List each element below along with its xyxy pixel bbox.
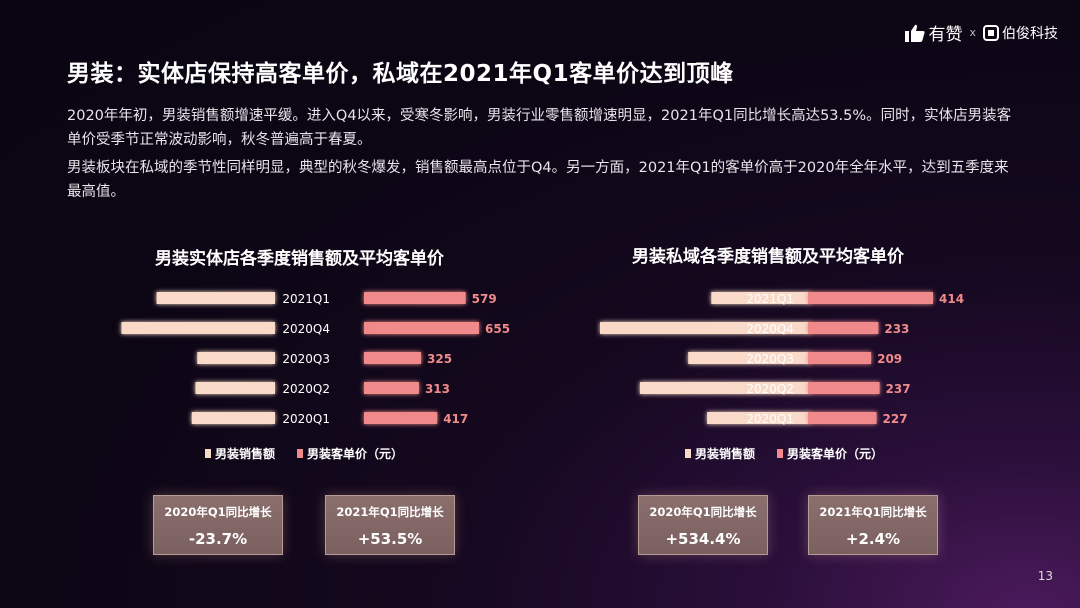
price-value-label: 209 [877,352,902,366]
price-bar [808,322,879,334]
sales-bar [711,292,810,304]
category-label: 2020Q4 [282,322,330,336]
price-bar [364,352,422,364]
sales-bar [121,322,275,334]
chart-private: 2021Q1 414 2020Q4 233 2020Q3 209 2020Q2 237 2020… [600,292,964,461]
growth-card-label: 2020年Q1同比增长 [164,505,272,519]
sales-bar [197,352,275,364]
legend-label-price: 男装客单价（元） [307,446,403,461]
growth-card-value: +2.4% [845,530,901,548]
page-number: 13 [1037,569,1053,583]
category-label: 2020Q2 [282,382,330,396]
category-label: 2021Q1 [282,292,330,306]
price-bar [808,412,877,424]
price-value-label: 233 [884,322,909,336]
growth-card-label: 2020年Q1同比增长 [649,505,757,519]
category-label: 2020Q3 [746,352,794,366]
page-title: 男装：实体店保持高客单价，私域在2021年Q1客单价达到顶峰 [67,61,734,87]
price-value-label: 655 [485,322,510,336]
price-value-label: 579 [472,292,497,306]
category-label: 2020Q1 [282,412,330,426]
price-bar [364,382,419,394]
category-label: 2020Q2 [746,382,794,396]
chart-title-private: 男装私域各季度销售额及平均客单价 [632,247,904,267]
growth-card-private-2020q1: 2020年Q1同比增长 +534.4% [638,495,768,555]
legend-swatch-price [777,449,783,458]
legend-label-sales: 男装销售额 [215,446,275,461]
price-value-label: 237 [886,382,911,396]
growth-card-label: 2021年Q1同比增长 [819,505,927,519]
sales-bar [600,322,810,334]
youzan-logo-text: 有赞 [928,25,963,45]
price-value-label: 313 [425,382,450,396]
price-value-label: 227 [883,412,908,426]
price-value-label: 325 [427,352,452,366]
price-bar [364,292,466,304]
logo-separator: x [969,26,976,39]
price-bar [808,292,933,304]
growth-card-value: -23.7% [188,530,248,548]
price-bar [808,382,880,394]
partner-logos: 有赞 x 伯俊科技 [905,20,1058,45]
category-label: 2020Q3 [282,352,330,366]
price-bar [364,412,438,424]
growth-card-private-2021q1: 2021年Q1同比增长 +2.4% [808,495,938,555]
legend-swatch-sales [685,449,691,458]
legend-swatch-sales [205,449,211,458]
bojun-logo-icon [983,24,999,41]
legend-label-sales: 男装销售额 [695,446,755,461]
chart-store: 2021Q1 579 2020Q4 655 2020Q3 325 2020Q2 313 2020… [121,292,510,461]
price-bar [364,322,479,334]
sales-bar [707,412,810,424]
growth-card-store-2020q1: 2020年Q1同比增长 -23.7% [153,495,283,555]
category-label: 2020Q4 [746,322,794,336]
sales-bar [195,382,275,394]
sales-bar [688,352,810,364]
chart-title-store: 男装实体店各季度销售额及平均客单价 [155,249,444,269]
sales-bar [191,412,275,424]
growth-card-label: 2021年Q1同比增长 [336,505,444,519]
category-label: 2021Q1 [746,292,794,306]
paragraph-2: 男装板块在私域的季节性同样明显，典型的秋冬爆发，销售额最高点位于Q4。另一方面，… [67,160,1009,200]
category-label: 2020Q1 [746,412,794,426]
growth-card-store-2021q1: 2021年Q1同比增长 +53.5% [325,495,455,555]
legend-swatch-price [297,449,303,458]
thumbs-up-icon [905,24,926,42]
sales-bar [639,382,810,394]
paragraph-1: 2020年年初，男装销售额增速平缓。进入Q4以来，受寒冬影响，男装行业零售额增速… [67,108,1012,148]
sales-bar [156,292,275,304]
price-bar [808,352,872,364]
price-value-label: 414 [939,292,964,306]
price-value-label: 417 [443,412,468,426]
growth-card-value: +53.5% [357,530,423,548]
legend-label-price: 男装客单价（元） [787,446,883,461]
growth-card-value: +534.4% [665,530,741,548]
bojun-logo-text: 伯俊科技 [1002,25,1058,42]
